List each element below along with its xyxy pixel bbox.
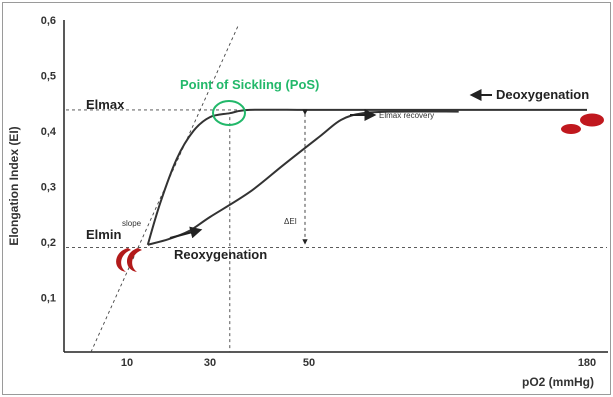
y-tick-label: 0,3 [41, 182, 56, 194]
x-tick-label: 50 [303, 357, 315, 369]
y-tick-label: 0,5 [41, 71, 56, 83]
x-tick-label: 10 [121, 357, 133, 369]
x-tick-label: 30 [204, 357, 216, 369]
deoxygenation-curve [146, 108, 587, 246]
sickled-red-cell-icon [116, 248, 142, 272]
normal-red-cell-icon [561, 113, 604, 134]
reoxygenation-label: Reoxygenation [174, 247, 267, 262]
pos-label: Point of Sickling (PoS) [180, 77, 319, 92]
y-tick-label: 0,4 [41, 126, 57, 138]
y-tick-label: 0,1 [41, 293, 56, 305]
x-tick-label: 180 [578, 357, 596, 369]
pos-circle [212, 100, 246, 126]
y-tick-label: 0,2 [41, 237, 56, 249]
elmax-label: Elmax [86, 97, 125, 112]
slope-label: slope [122, 219, 142, 228]
elmax-recovery-label: Elmax recovery [379, 111, 434, 120]
delta-ei-label: ΔEI [284, 217, 297, 226]
y-tick-labels: 0,1 0,2 0,3 0,4 0,5 0,6 [41, 15, 57, 305]
reoxygenation-curve [147, 110, 459, 246]
reoxygenation-arrow [169, 226, 203, 239]
y-tick-label: 0,6 [41, 15, 56, 27]
deoxygenation-label: Deoxygenation [496, 87, 589, 102]
x-axis-label: pO2 (mmHg) [522, 375, 594, 389]
elmin-label: Elmin [86, 227, 121, 242]
x-tick-labels: 10 30 50 180 [121, 357, 596, 369]
y-axis-label: Elongation Index (EI) [7, 126, 21, 245]
